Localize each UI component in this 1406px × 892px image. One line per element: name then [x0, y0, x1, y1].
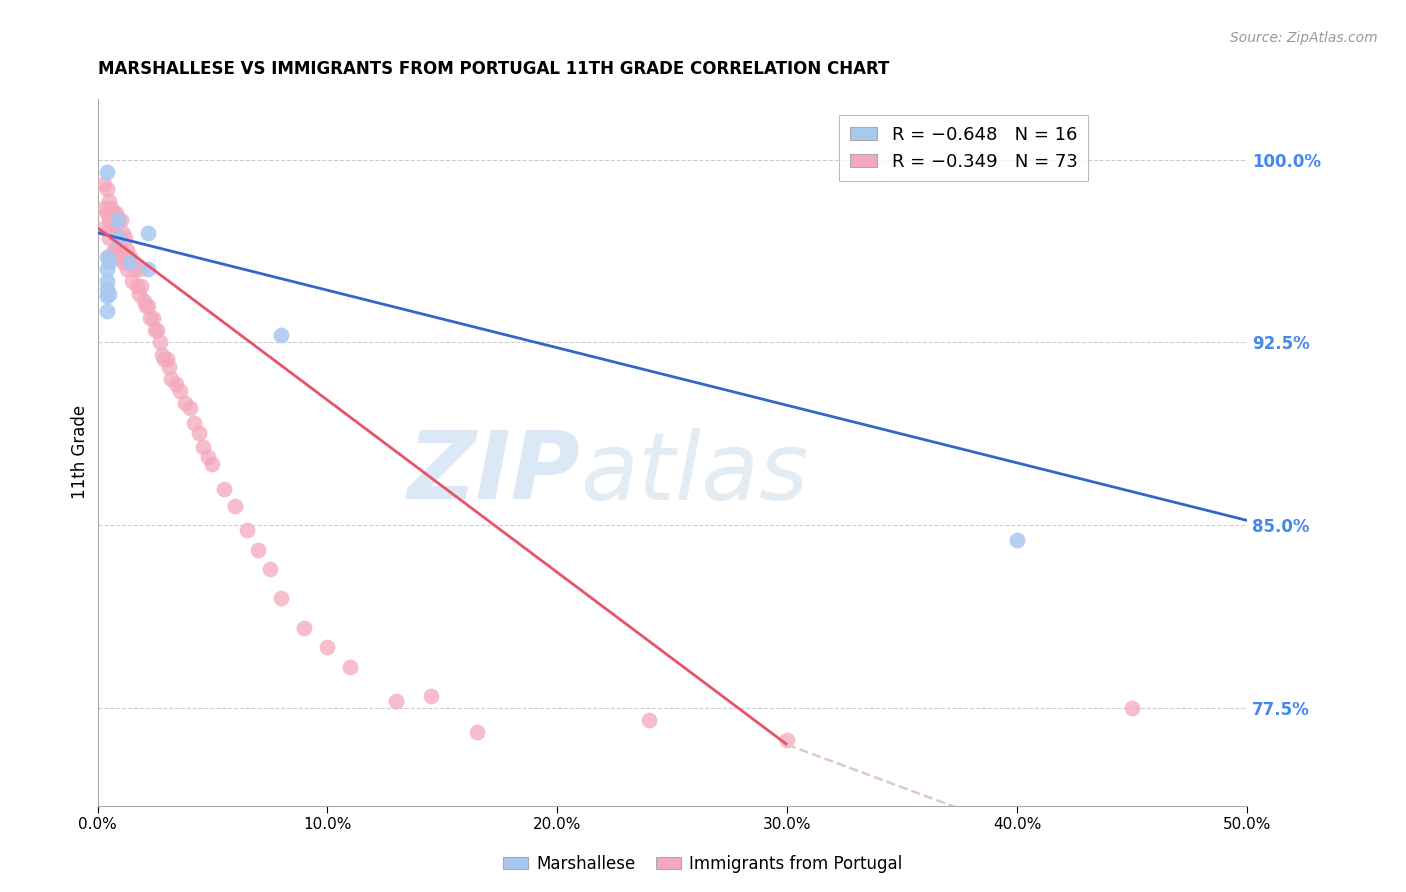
Point [294, 621, 316, 635]
Point [150, 348, 173, 362]
Point [153, 352, 176, 367]
Point [93, 220, 115, 235]
Point [104, 226, 127, 240]
Point [129, 279, 152, 293]
Point [96, 303, 118, 318]
Point [110, 243, 132, 257]
Point [111, 255, 134, 269]
Point [117, 262, 139, 277]
Point [100, 202, 122, 216]
Point [132, 293, 155, 308]
Point [259, 562, 281, 576]
Text: atlas: atlas [581, 428, 808, 519]
Point [143, 323, 166, 337]
Point [149, 335, 172, 350]
Point [121, 255, 143, 269]
Point [107, 213, 129, 227]
Point [179, 401, 201, 416]
Point [247, 542, 270, 557]
Point [117, 243, 139, 257]
Point [139, 311, 162, 326]
Point [128, 262, 150, 277]
Point [183, 416, 205, 430]
Point [212, 482, 235, 496]
Point [118, 250, 141, 264]
Point [96, 206, 118, 220]
Legend: R = −0.648   N = 16, R = −0.349   N = 73: R = −0.648 N = 16, R = −0.349 N = 73 [839, 115, 1088, 181]
Point [160, 372, 183, 386]
Point [107, 230, 129, 244]
Point [169, 384, 191, 399]
Point [136, 262, 159, 277]
Point [142, 311, 165, 326]
Point [121, 275, 143, 289]
Point [114, 230, 136, 244]
Point [111, 226, 134, 240]
Text: ZIP: ZIP [408, 427, 581, 519]
Point [98, 230, 121, 244]
Point [96, 182, 118, 196]
Point [201, 458, 224, 472]
Point [96, 282, 118, 296]
Point [270, 328, 292, 343]
Y-axis label: 11th Grade: 11th Grade [72, 405, 89, 500]
Point [187, 425, 209, 440]
Point [103, 226, 125, 240]
Point [96, 262, 118, 277]
Point [93, 202, 115, 216]
Point [135, 299, 157, 313]
Point [136, 226, 159, 240]
Point [98, 194, 121, 208]
Point [174, 396, 197, 410]
Point [107, 250, 129, 264]
Point [385, 694, 408, 708]
Point [197, 450, 219, 464]
Point [100, 220, 122, 235]
Point [103, 243, 125, 257]
Point [316, 640, 339, 654]
Point [339, 659, 361, 673]
Point [96, 275, 118, 289]
Point [1005, 533, 1028, 547]
Point [165, 376, 187, 391]
Point [270, 591, 292, 606]
Text: Source: ZipAtlas.com: Source: ZipAtlas.com [1230, 31, 1378, 45]
Point [224, 499, 246, 513]
Point [114, 250, 136, 264]
Point [98, 255, 121, 269]
Point [193, 440, 215, 454]
Point [146, 323, 169, 337]
Point [104, 206, 127, 220]
Point [96, 165, 118, 179]
Point [104, 243, 127, 257]
Point [107, 230, 129, 244]
Point [465, 725, 488, 739]
Point [236, 523, 259, 537]
Point [118, 255, 141, 269]
Point [98, 213, 121, 227]
Point [93, 177, 115, 191]
Point [107, 213, 129, 227]
Point [638, 713, 661, 727]
Point [1121, 701, 1143, 715]
Point [96, 250, 118, 264]
Point [157, 359, 180, 374]
Point [124, 262, 146, 277]
Point [98, 286, 121, 301]
Point [125, 279, 148, 293]
Legend: Marshallese, Immigrants from Portugal: Marshallese, Immigrants from Portugal [496, 848, 910, 880]
Point [103, 206, 125, 220]
Point [776, 732, 799, 747]
Point [96, 289, 118, 303]
Point [419, 689, 441, 703]
Point [110, 213, 132, 227]
Point [128, 286, 150, 301]
Point [98, 250, 121, 264]
Title: MARSHALLESE VS IMMIGRANTS FROM PORTUGAL 11TH GRADE CORRELATION CHART: MARSHALLESE VS IMMIGRANTS FROM PORTUGAL … [97, 60, 889, 78]
Point [155, 352, 177, 367]
Point [136, 299, 159, 313]
